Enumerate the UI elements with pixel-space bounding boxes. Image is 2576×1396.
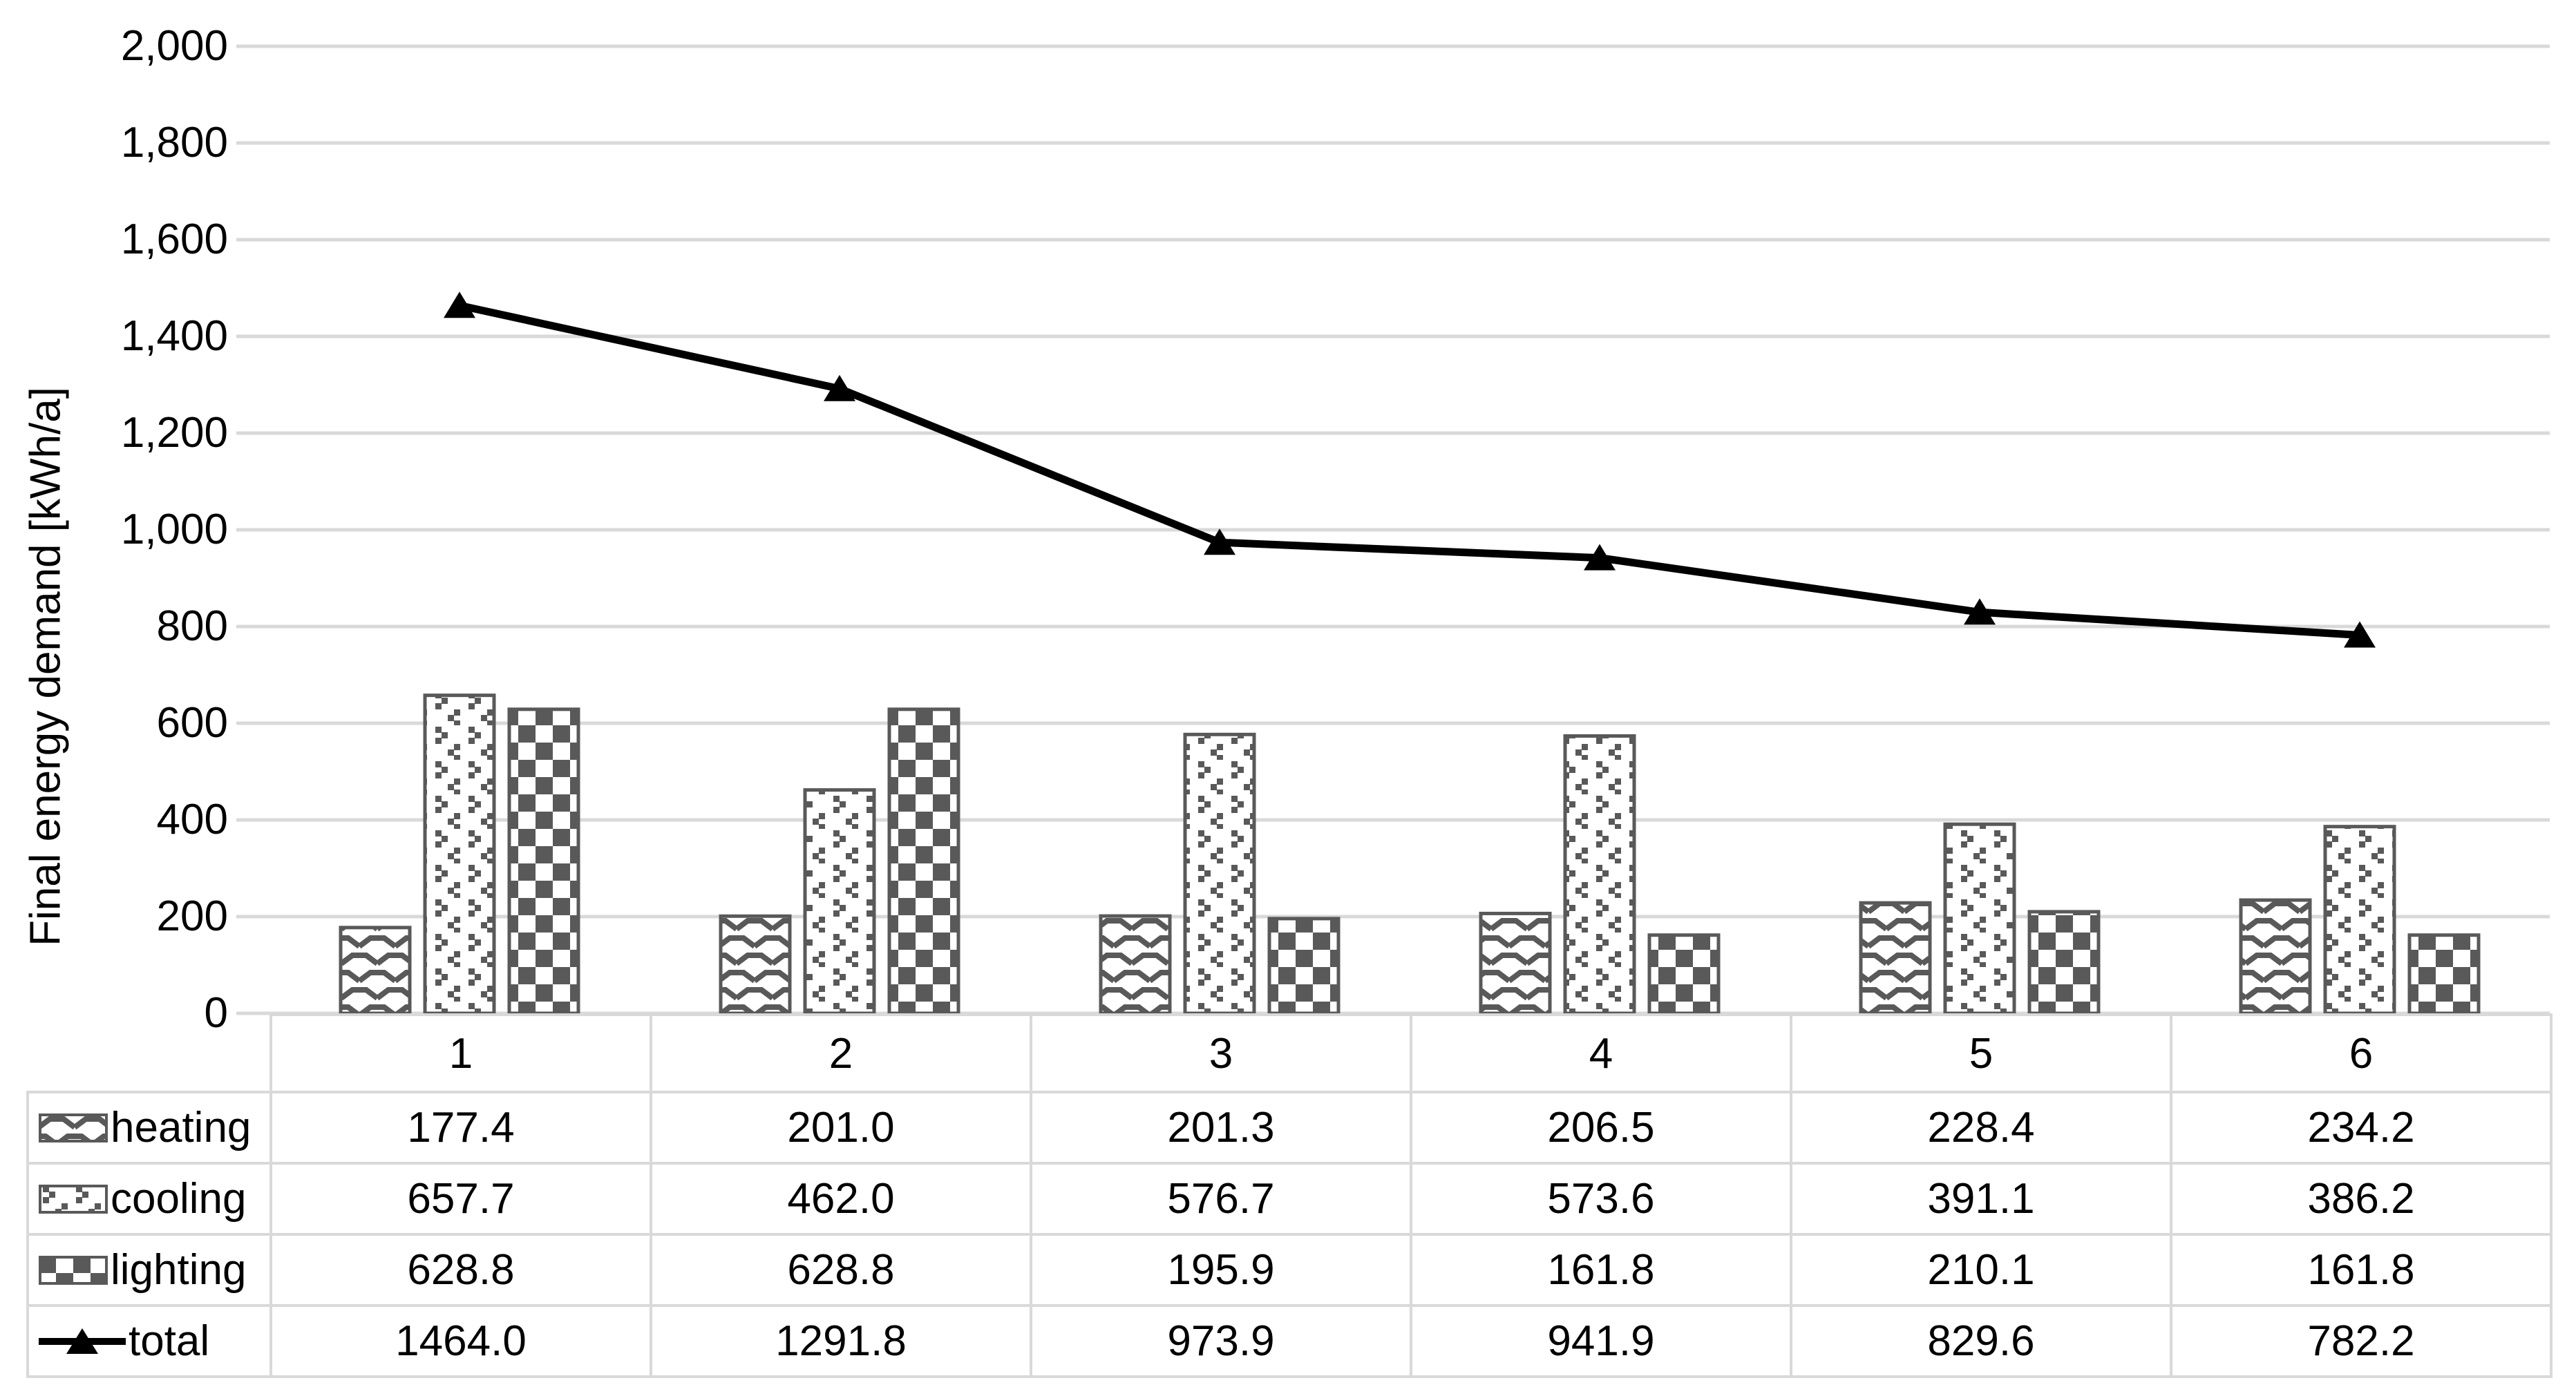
bar-lighting-3 <box>1267 917 1341 1015</box>
category-label: 3 <box>1030 1013 1412 1093</box>
bar-cooling-2 <box>803 788 876 1015</box>
bar-heating-1 <box>339 926 412 1015</box>
category-label: 6 <box>2170 1013 2553 1093</box>
bar-cooling-1 <box>423 694 496 1015</box>
y-tick-label: 200 <box>156 892 228 940</box>
table-value: 829.6 <box>1790 1304 2172 1378</box>
table-value: 573.6 <box>1410 1162 1792 1236</box>
table-value: 201.0 <box>650 1091 1032 1165</box>
legend-item-total: total <box>26 1304 272 1378</box>
total-marker-2 <box>824 374 855 401</box>
y-tick-label: 1,200 <box>120 409 228 457</box>
table-value: 1464.0 <box>269 1304 652 1378</box>
table-value: 657.7 <box>269 1162 652 1236</box>
table-row-heating: heating 177.4 201.0 201.3 206.5 228.4 23… <box>26 1091 2553 1165</box>
bar-heating-4 <box>1479 911 1552 1015</box>
table-value: 228.4 <box>1790 1091 2172 1165</box>
table-row-total: total 1464.0 1291.8 973.9 941.9 829.6 78… <box>26 1304 2553 1378</box>
bar-heating-3 <box>1099 914 1172 1015</box>
category-label: 1 <box>269 1013 652 1093</box>
bar-lighting-6 <box>2407 933 2481 1015</box>
bar-cooling-3 <box>1183 732 1256 1015</box>
bar-lighting-2 <box>887 707 960 1015</box>
bar-cooling-6 <box>2323 825 2396 1015</box>
category-label: 4 <box>1410 1013 1792 1093</box>
legend-label: total <box>129 1317 210 1365</box>
bar-heating-6 <box>2239 898 2312 1015</box>
table-corner-cell <box>28 1015 271 1092</box>
legend-label: heating <box>111 1104 252 1151</box>
table-value: 462.0 <box>650 1162 1032 1236</box>
table-value: 161.8 <box>1410 1233 1792 1307</box>
table-value: 576.7 <box>1030 1162 1412 1236</box>
y-tick-label: 0 <box>204 989 228 1037</box>
bar-heating-2 <box>719 914 792 1015</box>
lighting-pattern-swatch-icon <box>39 1255 108 1285</box>
table-value: 973.9 <box>1030 1304 1412 1378</box>
legend-label: cooling <box>111 1175 247 1223</box>
y-tick-label: 1,000 <box>120 506 228 553</box>
category-label: 2 <box>650 1013 1032 1093</box>
table-value: 386.2 <box>2170 1162 2553 1236</box>
total-marker-5 <box>1964 598 1996 625</box>
table-row-cooling: cooling 657.7 462.0 576.7 573.6 391.1 38… <box>26 1162 2553 1236</box>
bar-lighting-5 <box>2027 910 2101 1015</box>
category-header-row: 1 2 3 4 5 6 <box>28 1013 2553 1093</box>
table-value: 1291.8 <box>650 1304 1032 1378</box>
legend-item-lighting: lighting <box>26 1233 272 1307</box>
combo-chart-plot-area <box>236 44 2550 1015</box>
y-tick-label: 1,600 <box>120 216 228 263</box>
table-value: 234.2 <box>2170 1091 2553 1165</box>
legend-item-heating: heating <box>26 1091 272 1165</box>
bar-lighting-1 <box>507 707 580 1015</box>
y-tick-label: 2,000 <box>120 22 228 70</box>
cooling-pattern-swatch-icon <box>39 1184 108 1214</box>
table-value: 391.1 <box>1790 1162 2172 1236</box>
y-tick-label: 1,800 <box>120 119 228 166</box>
table-value: 628.8 <box>650 1233 1032 1307</box>
y-tick-label: 1,400 <box>120 312 228 360</box>
legend-label: lighting <box>111 1246 247 1294</box>
total-marker-6 <box>2344 621 2376 648</box>
table-value: 941.9 <box>1410 1304 1792 1378</box>
table-value: 210.1 <box>1790 1233 2172 1307</box>
table-value: 206.5 <box>1410 1091 1792 1165</box>
y-tick-label: 600 <box>156 699 228 747</box>
total-marker-1 <box>444 291 475 318</box>
y-tick-label: 800 <box>156 602 228 650</box>
table-value: 177.4 <box>269 1091 652 1165</box>
y-axis-title: Final energy demand [kWh/a] <box>21 387 70 946</box>
heating-pattern-swatch-icon <box>39 1113 108 1142</box>
legend-item-cooling: cooling <box>26 1162 272 1236</box>
bar-cooling-5 <box>1943 822 2016 1015</box>
bar-cooling-4 <box>1563 734 1636 1015</box>
total-marker-3 <box>1204 528 1235 555</box>
table-value: 201.3 <box>1030 1091 1412 1165</box>
table-row-lighting: lighting 628.8 628.8 195.9 161.8 210.1 1… <box>26 1233 2553 1307</box>
total-line <box>458 301 2360 639</box>
table-value: 782.2 <box>2170 1304 2553 1378</box>
chart-data-table: 1 2 3 4 5 6 heating 177.4 201.0 201.3 20… <box>26 1013 2553 1378</box>
bar-heating-5 <box>1859 901 1932 1015</box>
category-label: 5 <box>1790 1013 2172 1093</box>
total-line-marker-icon <box>39 1328 126 1354</box>
bar-lighting-4 <box>1647 933 1721 1015</box>
total-marker-4 <box>1584 544 1616 571</box>
table-value: 195.9 <box>1030 1233 1412 1307</box>
y-tick-label: 400 <box>156 796 228 843</box>
table-value: 161.8 <box>2170 1233 2553 1307</box>
table-value: 628.8 <box>269 1233 652 1307</box>
